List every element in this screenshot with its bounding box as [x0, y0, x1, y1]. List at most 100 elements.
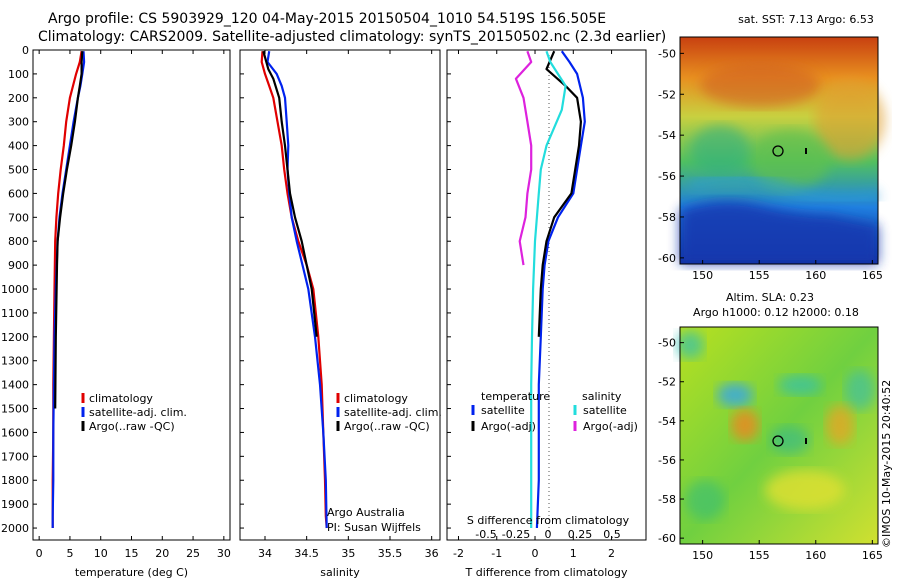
y-tick-label: 1000: [1, 283, 29, 296]
map-x-tick-label: 155: [749, 269, 770, 282]
legend-header-temperature: temperature: [481, 390, 550, 403]
y-tick-label: 500: [8, 164, 29, 177]
argo-position-marker: [772, 145, 784, 157]
x-tick-label: 15: [125, 547, 139, 560]
pi-label: PI: Susan Wijffels: [327, 521, 421, 534]
salinity-panel-frame: [239, 49, 441, 541]
map-y-tick-label: -56: [658, 454, 676, 467]
x-tick-label: 0: [532, 547, 539, 560]
y-tick-label: 1500: [1, 403, 29, 416]
x-tick-label: 20: [155, 547, 169, 560]
x-axis-label: temperature (deg C): [75, 566, 188, 579]
y-tick-label: 400: [8, 140, 29, 153]
legend-label: Argo(-adj): [481, 420, 536, 433]
series-line-argo-adj-: [514, 50, 533, 266]
x-tick-label: 25: [186, 547, 200, 560]
series-line-argo-raw-qc-: [54, 51, 84, 409]
top-axis-label: S difference from climatology: [467, 514, 630, 527]
salinity-tick-label: -0.5: [475, 528, 496, 541]
y-tick-label: 2000: [1, 522, 29, 535]
salinity-tick-label: -0.25: [502, 528, 530, 541]
legend-label: climatology: [89, 392, 153, 405]
legend-label: satellite: [481, 404, 525, 417]
legend-label: Argo(-adj): [583, 420, 638, 433]
sla-map-title-2: Argo h1000: 0.12 h2000: 0.18: [693, 306, 859, 319]
x-tick-label: 2: [608, 547, 615, 560]
x-tick-label: 10: [94, 547, 108, 560]
x-tick-label: 35: [341, 547, 355, 560]
map-y-tick-label: -52: [658, 376, 676, 389]
y-tick-label: 1400: [1, 379, 29, 392]
x-tick-label: 1: [570, 547, 577, 560]
map-y-tick-label: -58: [658, 211, 676, 224]
sst-map-title: sat. SST: 7.13 Argo: 6.53: [738, 13, 874, 26]
map-x-tick-label: 150: [692, 269, 713, 282]
x-tick-label: 34: [258, 547, 272, 560]
map-y-tick-label: -54: [658, 129, 676, 142]
y-tick-label: 200: [8, 92, 29, 105]
legend-label: Argo(..raw -QC): [89, 420, 175, 433]
y-tick-label: 1200: [1, 331, 29, 344]
y-tick-label: 1300: [1, 355, 29, 368]
legend-header-salinity: salinity: [582, 390, 622, 403]
y-tick-label: 1100: [1, 307, 29, 320]
y-tick-label: 600: [8, 187, 29, 200]
map-y-tick-label: -60: [658, 252, 676, 265]
imos-credit: ©IMOS 10-May-2015 20:40:52: [880, 380, 893, 548]
salinity-tick-label: 0.25: [568, 528, 593, 541]
y-tick-label: 700: [8, 211, 29, 224]
y-tick-label: 800: [8, 235, 29, 248]
salinity-tick-label: 0.5: [603, 528, 621, 541]
map-y-tick-label: -56: [658, 170, 676, 183]
map-x-tick-label: 165: [862, 269, 883, 282]
x-tick-label: 0: [36, 547, 43, 560]
x-axis-label: salinity: [320, 566, 360, 579]
y-tick-label: 0: [22, 44, 29, 57]
salinity-tick-label: 0: [545, 528, 552, 541]
x-tick-label: 5: [66, 547, 73, 560]
y-tick-label: 100: [8, 68, 29, 81]
map-x-tick-label: 160: [805, 549, 826, 562]
y-tick-label: 1600: [1, 426, 29, 439]
legend-label: satellite-adj. clim.: [89, 406, 187, 419]
legend-label: satellite-adj. clim.: [344, 406, 442, 419]
series-line-satellite: [530, 50, 567, 528]
y-tick-label: 1900: [1, 498, 29, 511]
series-line-satellite-adj-clim-: [266, 51, 328, 529]
temperature-panel-frame: [32, 49, 231, 541]
title-line-1: Argo profile: CS 5903929_120 04-May-2015…: [48, 11, 607, 27]
legend-label: Argo(..raw -QC): [344, 420, 430, 433]
x-tick-label: 35.5: [378, 547, 403, 560]
sst-map: [679, 36, 885, 265]
x-tick-label: 34.5: [294, 547, 319, 560]
x-axis-label: T difference from climatology: [465, 566, 628, 579]
y-tick-label: 300: [8, 116, 29, 129]
x-tick-label: -1: [491, 547, 502, 560]
map-y-tick-label: -58: [658, 493, 676, 506]
difference-panel-frame: [446, 49, 647, 541]
sla-map: [676, 326, 879, 545]
argo-position-marker-sla: [772, 435, 784, 447]
map-y-tick-label: -60: [658, 532, 676, 545]
series-line-climatology: [260, 51, 328, 529]
map-y-tick-label: -52: [658, 88, 676, 101]
x-tick-label: -2: [453, 547, 464, 560]
map-x-tick-label: 155: [749, 549, 770, 562]
legend-label: satellite: [583, 404, 627, 417]
series-line-argo-raw-qc-: [262, 50, 318, 337]
y-tick-label: 900: [8, 259, 29, 272]
x-tick-label: 30: [217, 547, 231, 560]
map-x-tick-label: 150: [692, 549, 713, 562]
legend-label: climatology: [344, 392, 408, 405]
y-tick-label: 1800: [1, 474, 29, 487]
map-y-tick-label: -50: [658, 337, 676, 350]
series-line-satellite: [535, 50, 586, 529]
map-x-tick-label: 160: [805, 269, 826, 282]
map-x-tick-label: 165: [862, 549, 883, 562]
series-line-argo-adj-: [537, 50, 583, 337]
map-y-tick-label: -54: [658, 415, 676, 428]
x-tick-label: 36: [425, 547, 439, 560]
data-center-label: Argo Australia: [327, 506, 405, 519]
map-y-tick-label: -50: [658, 47, 676, 60]
